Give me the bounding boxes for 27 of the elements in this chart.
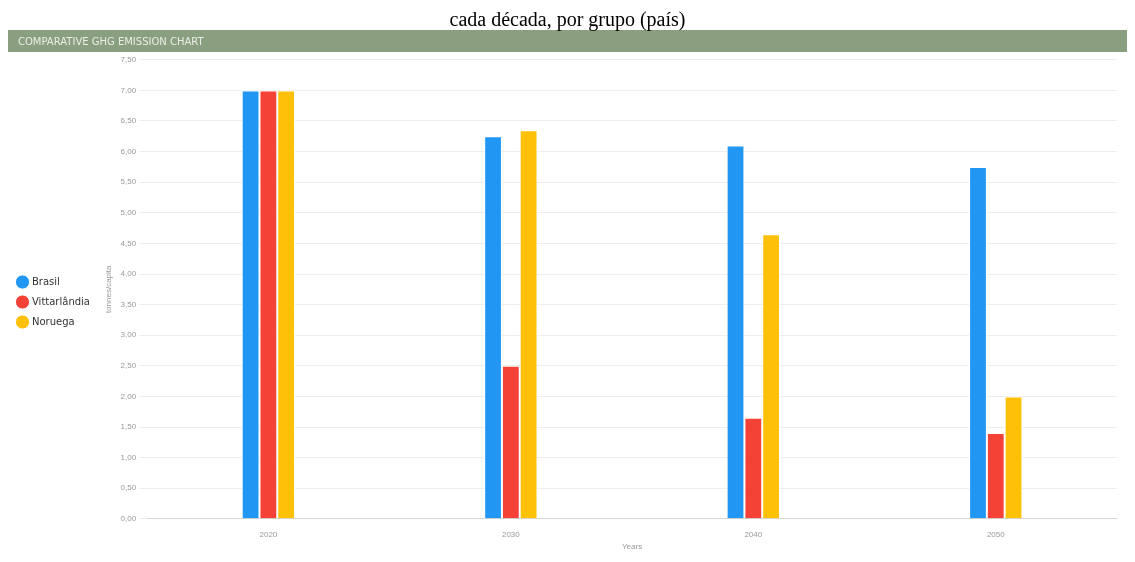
y-tick-label: 0,00: [120, 514, 137, 523]
x-tick-label: 2050: [986, 529, 1006, 539]
y-tick-label: 6,00: [120, 146, 137, 156]
y-tick-label: 1,00: [120, 452, 137, 462]
legend-label: Vittarlândia: [32, 295, 90, 307]
legend-label: Brasil: [32, 275, 60, 287]
y-tick-label: 6,50: [120, 116, 137, 126]
y-axis-title: tonnes/capita: [103, 264, 113, 314]
y-tick-label: 7,00: [120, 85, 137, 95]
y-tick-label: 1,50: [120, 422, 137, 432]
y-tick-label: 0,50: [120, 483, 137, 493]
x-axis-title: Years: [621, 542, 643, 552]
y-tick-label: 4,00: [120, 269, 137, 279]
y-tick-label: 7,50: [120, 55, 137, 64]
y-tick-label: 2,50: [120, 361, 137, 370]
y-tick-label: 4,50: [120, 238, 137, 248]
x-tick-label: 2020: [259, 529, 278, 539]
y-tick-label: 2,00: [120, 391, 137, 401]
legend-label: Noruega: [32, 315, 75, 327]
text: cada década, por grupo (país): [8, 8, 1127, 30]
y-tick-label: 3,50: [120, 299, 137, 309]
y-tick-label: 3,00: [120, 330, 137, 340]
y-tick-label: 5,50: [120, 177, 137, 187]
chart-title: COMPARATIVE GHG EMISSION CHART: [18, 35, 204, 47]
y-tick-label: 5,00: [120, 208, 137, 217]
x-tick-label: 2030: [501, 529, 521, 539]
x-tick-label: 2040: [744, 529, 763, 539]
